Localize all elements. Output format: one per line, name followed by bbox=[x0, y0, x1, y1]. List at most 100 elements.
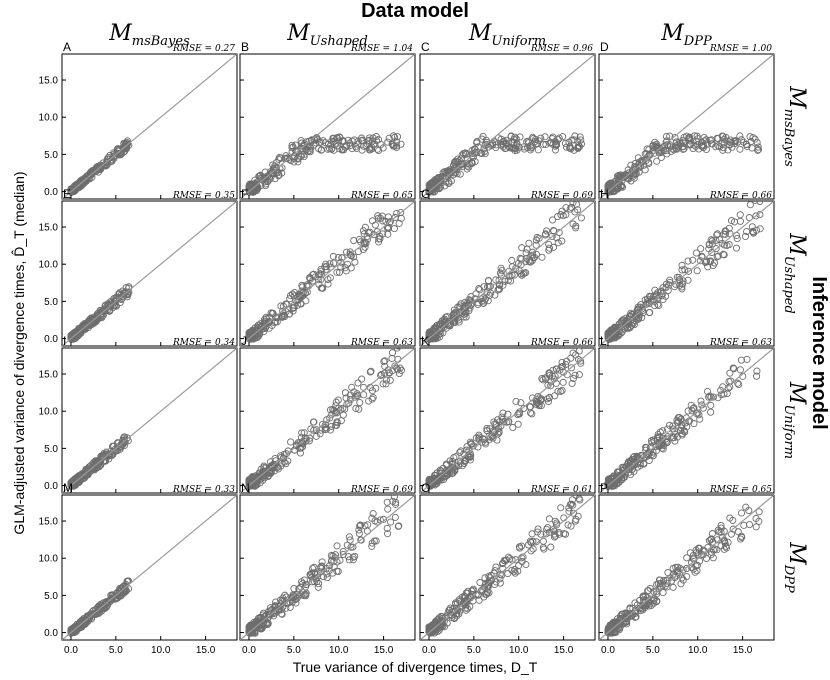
data-point bbox=[305, 437, 313, 445]
data-point bbox=[649, 436, 658, 444]
data-point bbox=[382, 380, 390, 388]
data-point bbox=[642, 443, 650, 451]
data-point bbox=[623, 319, 631, 327]
data-point bbox=[696, 257, 704, 265]
data-point bbox=[639, 593, 647, 601]
data-point bbox=[348, 383, 356, 391]
data-point bbox=[317, 146, 325, 154]
data-point bbox=[726, 514, 734, 522]
data-point bbox=[532, 241, 540, 249]
data-point bbox=[365, 136, 373, 144]
x-tick-label: 5.0 bbox=[287, 645, 301, 656]
data-point bbox=[693, 132, 701, 140]
data-point bbox=[737, 136, 746, 144]
data-point bbox=[742, 141, 751, 149]
rmse-label: RMSE = 0.69 bbox=[530, 191, 593, 201]
data-point bbox=[483, 138, 491, 146]
data-point bbox=[306, 570, 314, 579]
row-model-label: MUniform bbox=[781, 381, 809, 459]
data-point bbox=[355, 526, 363, 534]
data-point bbox=[557, 504, 565, 512]
data-point bbox=[648, 450, 656, 459]
data-point bbox=[700, 137, 708, 145]
data-point bbox=[551, 372, 559, 380]
data-point bbox=[378, 370, 386, 379]
data-point bbox=[460, 313, 468, 321]
scatter-panel-A: A RMSE = 0.27 0.0 5.0 10.0 15.0 bbox=[39, 40, 238, 200]
data-point bbox=[342, 141, 351, 149]
data-point bbox=[437, 612, 445, 621]
data-point bbox=[706, 392, 714, 400]
data-point bbox=[387, 518, 395, 526]
right-title: Inference model bbox=[808, 276, 830, 429]
data-point bbox=[625, 465, 633, 473]
data-point bbox=[317, 267, 325, 275]
data-point bbox=[329, 252, 337, 260]
data-point bbox=[551, 517, 559, 525]
data-point bbox=[680, 427, 688, 435]
data-point bbox=[302, 145, 310, 154]
data-point bbox=[740, 521, 748, 529]
reference-line bbox=[240, 348, 415, 493]
data-point bbox=[575, 348, 583, 355]
data-point bbox=[701, 258, 709, 267]
data-point bbox=[379, 230, 387, 238]
data-point bbox=[72, 185, 80, 193]
data-point bbox=[559, 378, 567, 386]
data-point bbox=[264, 318, 272, 326]
data-point bbox=[372, 537, 380, 545]
data-point bbox=[392, 142, 401, 150]
data-point bbox=[639, 156, 648, 164]
data-point bbox=[725, 241, 733, 249]
data-point bbox=[286, 603, 294, 611]
panel-letter: D bbox=[600, 40, 609, 54]
data-point bbox=[524, 541, 533, 549]
data-point bbox=[562, 360, 570, 369]
data-point bbox=[319, 137, 327, 145]
data-point bbox=[703, 387, 712, 396]
data-point bbox=[287, 438, 295, 446]
data-point bbox=[663, 425, 671, 433]
data-point bbox=[119, 148, 127, 157]
data-point bbox=[324, 275, 332, 284]
data-point bbox=[625, 169, 633, 177]
data-point bbox=[394, 522, 402, 530]
data-point bbox=[327, 422, 336, 430]
data-point bbox=[548, 372, 556, 380]
data-point bbox=[309, 271, 317, 279]
data-point bbox=[693, 137, 701, 145]
data-point bbox=[297, 300, 305, 308]
data-point bbox=[99, 307, 107, 316]
data-point bbox=[314, 135, 322, 143]
data-point bbox=[315, 580, 323, 588]
data-point bbox=[368, 539, 376, 547]
data-point bbox=[737, 509, 746, 517]
reference-line bbox=[599, 495, 774, 640]
data-point bbox=[683, 572, 691, 581]
data-point bbox=[455, 597, 464, 605]
data-point bbox=[577, 136, 585, 144]
panel-letter: C bbox=[421, 40, 430, 54]
y-tick-label: 15.0 bbox=[39, 370, 59, 381]
data-point bbox=[641, 166, 649, 174]
data-point bbox=[326, 426, 334, 434]
data-point bbox=[533, 233, 541, 242]
data-point bbox=[552, 141, 561, 149]
scatter-panel-L: L RMSE = 0.63 bbox=[598, 334, 775, 494]
data-point bbox=[380, 357, 388, 366]
data-point bbox=[326, 260, 334, 268]
data-point bbox=[369, 393, 377, 402]
data-point bbox=[246, 477, 254, 485]
data-point bbox=[386, 376, 394, 384]
data-point bbox=[741, 232, 750, 240]
data-point bbox=[632, 170, 640, 178]
data-point bbox=[457, 447, 465, 455]
data-point bbox=[506, 277, 515, 285]
data-point bbox=[572, 351, 580, 359]
data-point bbox=[347, 543, 355, 551]
data-point bbox=[512, 135, 520, 143]
data-point bbox=[499, 140, 507, 148]
data-point bbox=[756, 201, 764, 205]
data-point bbox=[333, 542, 341, 550]
data-point bbox=[302, 297, 310, 305]
